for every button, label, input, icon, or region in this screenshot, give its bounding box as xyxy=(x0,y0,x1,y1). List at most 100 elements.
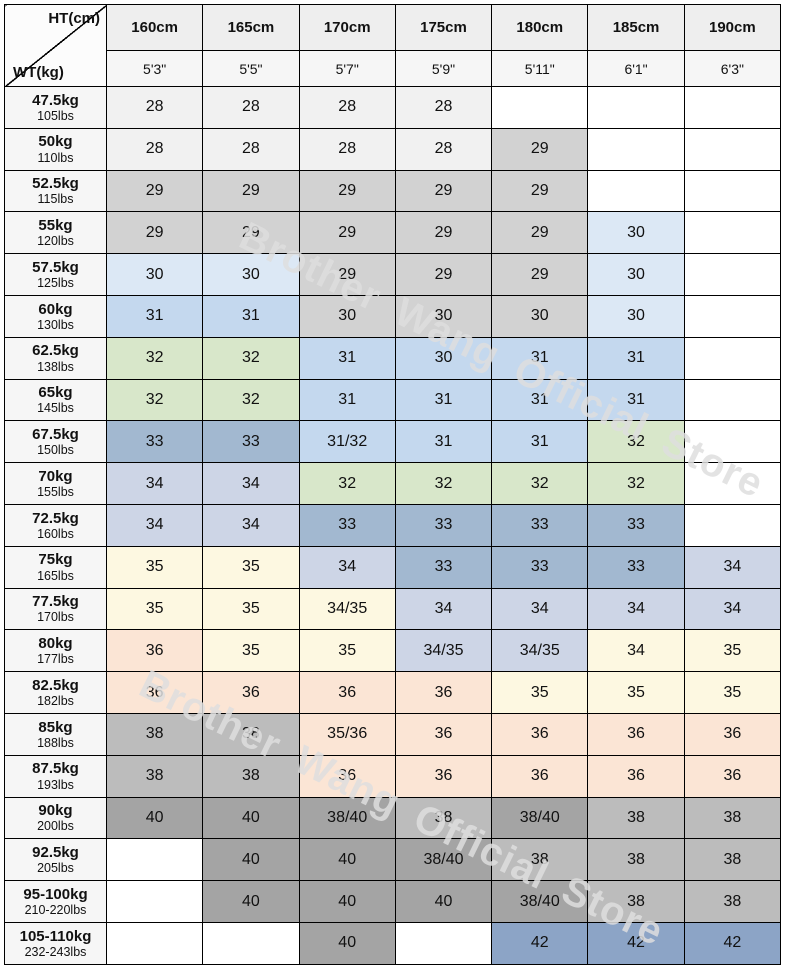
size-cell: 31 xyxy=(298,336,396,380)
size-cell: 31/32 xyxy=(298,420,396,464)
size-cell: 35 xyxy=(202,587,300,631)
weight-lbs-label: 205lbs xyxy=(37,861,74,876)
row-header-weight: 90kg 200lbs xyxy=(4,796,107,840)
col-header-cm: 175cm xyxy=(394,4,493,51)
size-cell: 32 xyxy=(587,462,685,505)
table-row: 90kg 200lbs 40 40 38/40 38 38/40 38 38 xyxy=(4,796,782,840)
size-cell: 34 xyxy=(105,503,204,547)
col-header-cm: 185cm xyxy=(587,4,685,51)
weight-kg-label: 67.5kg xyxy=(32,425,79,443)
weight-lbs-label: 115lbs xyxy=(37,192,74,207)
corner-weight-label: WT(kg) xyxy=(13,64,64,81)
size-cell xyxy=(105,880,204,923)
row-header-weight: 57.5kg 125lbs xyxy=(4,253,107,296)
size-cell: 31 xyxy=(587,336,685,380)
size-cell: 36 xyxy=(491,712,589,756)
weight-kg-label: 85kg xyxy=(38,718,73,736)
size-cell: 29 xyxy=(298,169,396,213)
row-header-weight: 82.5kg 182lbs xyxy=(4,671,107,714)
row-header-weight: 85kg 188lbs xyxy=(4,712,107,756)
table-row: 52.5kg 115lbs 29 29 29 29 29 xyxy=(4,169,782,213)
size-table: HT(cm) WT(kg) 160cm 165cm 170cm 175cm 180cm 185… xyxy=(4,4,782,965)
size-cell: 29 xyxy=(202,211,300,255)
weight-kg-label: 105-110kg xyxy=(19,927,92,945)
weight-lbs-label: 138lbs xyxy=(37,359,74,374)
row-header-weight: 95-100kg 210-220lbs xyxy=(4,880,107,923)
size-cell xyxy=(683,294,782,338)
weight-kg-label: 92.5kg xyxy=(32,843,79,861)
size-cell: 36 xyxy=(298,671,396,714)
table-row: 82.5kg 182lbs 36 36 36 36 35 35 35 xyxy=(4,671,782,714)
weight-lbs-label: 105lbs xyxy=(37,108,74,123)
weight-kg-label: 72.5kg xyxy=(32,509,79,527)
size-cell: 30 xyxy=(105,253,204,296)
corner-height-label: HT(cm) xyxy=(48,10,100,27)
size-cell: 29 xyxy=(394,253,493,296)
col-header-ft: 5'3" xyxy=(105,50,204,87)
weight-kg-label: 57.5kg xyxy=(32,258,79,276)
row-header-weight: 55kg 120lbs xyxy=(4,211,107,255)
size-cell: 35 xyxy=(491,671,589,714)
size-cell: 31 xyxy=(394,420,493,464)
col-header-cm: 165cm xyxy=(202,4,300,51)
size-cell xyxy=(683,169,782,213)
size-cell: 30 xyxy=(394,294,493,338)
table-row: 62.5kg 138lbs 32 32 31 30 31 31 xyxy=(4,336,782,380)
size-cell: 40 xyxy=(202,880,300,923)
weight-lbs-label: 160lbs xyxy=(37,526,74,541)
size-cell xyxy=(683,420,782,464)
size-cell: 38 xyxy=(683,880,782,923)
size-cell xyxy=(202,921,300,965)
size-cell: 36 xyxy=(587,712,685,756)
table-row: 65kg 145lbs 32 32 31 31 31 31 xyxy=(4,378,782,422)
row-header-weight: 50kg 110lbs xyxy=(4,127,107,171)
size-cell: 31 xyxy=(491,336,589,380)
size-cell: 33 xyxy=(491,503,589,547)
row-header-weight: 72.5kg 160lbs xyxy=(4,503,107,547)
size-cell: 30 xyxy=(491,294,589,338)
weight-lbs-label: 155lbs xyxy=(37,485,74,499)
table-row: 50kg 110lbs 28 28 28 28 29 xyxy=(4,127,782,171)
table-row: 60kg 130lbs 31 31 30 30 30 30 xyxy=(4,294,782,338)
size-cell: 34 xyxy=(683,587,782,631)
size-cell: 32 xyxy=(105,378,204,422)
size-cell: 38/40 xyxy=(491,796,589,840)
weight-kg-label: 87.5kg xyxy=(32,760,79,778)
size-cell: 36 xyxy=(587,754,685,798)
row-header-weight: 105-110kg 232-243lbs xyxy=(4,921,107,965)
weight-kg-label: 90kg xyxy=(38,802,73,820)
weight-kg-label: 62.5kg xyxy=(32,342,79,360)
size-cell: 33 xyxy=(491,545,589,589)
size-cell: 40 xyxy=(298,880,396,923)
size-cell: 33 xyxy=(394,545,493,589)
weight-lbs-label: 110lbs xyxy=(37,150,74,165)
size-cell xyxy=(491,86,589,129)
size-cell: 33 xyxy=(298,503,396,547)
weight-kg-label: 95-100kg xyxy=(23,885,88,903)
weight-kg-label: 65kg xyxy=(38,384,73,402)
size-cell: 42 xyxy=(587,921,685,965)
size-cell: 34/35 xyxy=(394,629,493,673)
size-cell xyxy=(683,462,782,505)
size-cell: 36 xyxy=(394,712,493,756)
size-cell: 42 xyxy=(683,921,782,965)
size-cell: 35 xyxy=(105,545,204,589)
size-cell: 38 xyxy=(202,754,300,798)
size-cell: 38 xyxy=(683,796,782,840)
table-row: 105-110kg 232-243lbs 40 42 42 42 xyxy=(4,921,782,965)
size-cell: 31 xyxy=(298,378,396,422)
size-cell: 28 xyxy=(394,86,493,129)
size-cell: 40 xyxy=(394,880,493,923)
weight-lbs-label: 150lbs xyxy=(37,443,74,458)
size-cell xyxy=(105,921,204,965)
table-row: 67.5kg 150lbs 33 33 31/32 31 31 32 xyxy=(4,420,782,464)
size-cell: 31 xyxy=(105,294,204,338)
weight-lbs-label: 130lbs xyxy=(37,317,74,332)
size-cell xyxy=(587,86,685,129)
col-header-cm: 190cm xyxy=(683,4,782,51)
size-cell: 29 xyxy=(491,169,589,213)
table-row: 47.5kg 105lbs 28 28 28 28 xyxy=(4,86,782,129)
weight-kg-label: 52.5kg xyxy=(32,175,79,193)
size-cell: 36 xyxy=(491,754,589,798)
size-cell: 35 xyxy=(105,587,204,631)
